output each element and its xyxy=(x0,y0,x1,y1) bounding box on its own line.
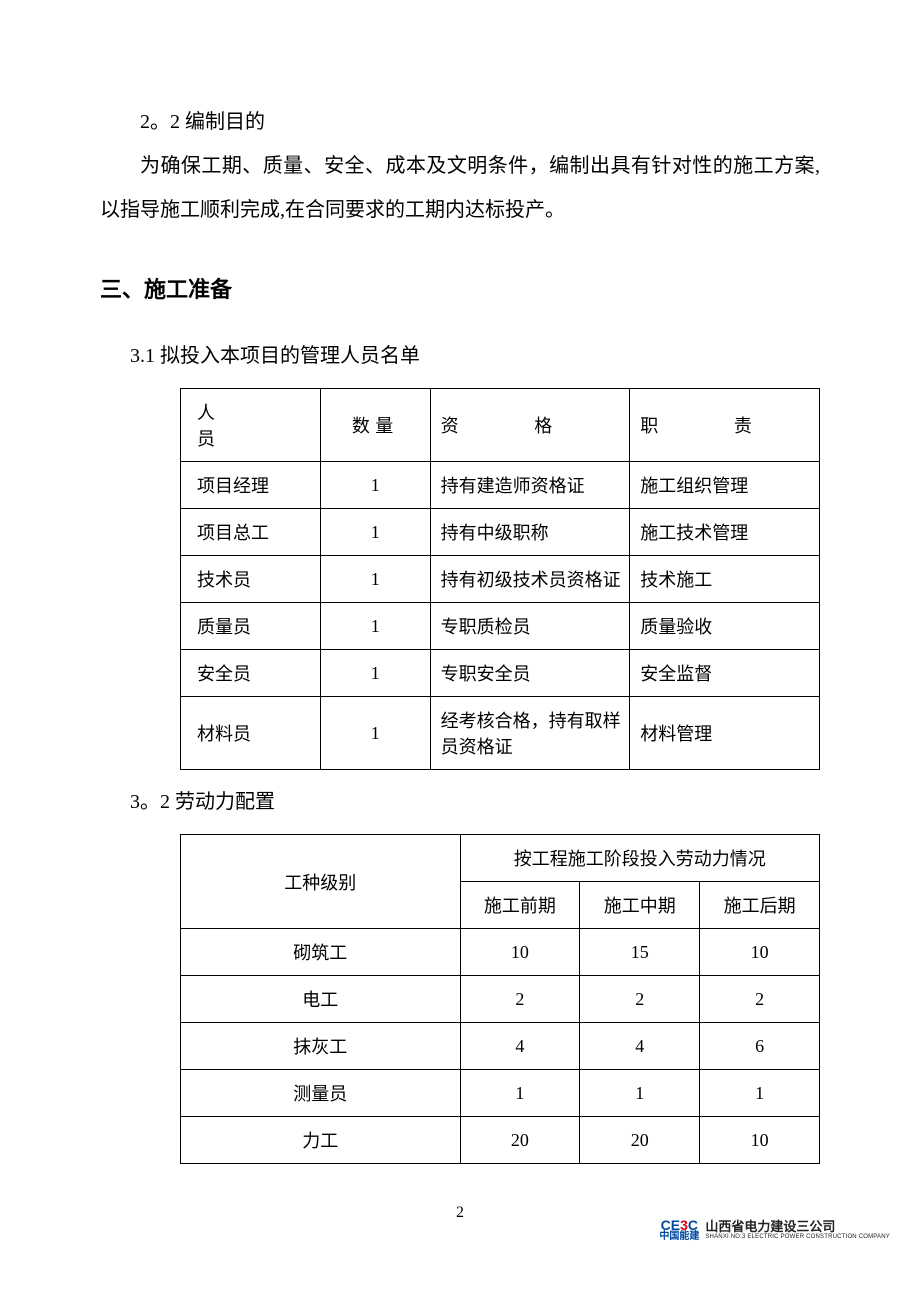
table-header: 数量 xyxy=(320,389,430,462)
company-name-en: SHANXI NO.3 ELECTRIC POWER CONSTRUCTION … xyxy=(705,1234,890,1241)
table-cell: 材料员 xyxy=(181,697,321,770)
footer-logo: CE3C 中国能建 山西省电力建设三公司 SHANXI NO.3 ELECTRI… xyxy=(659,1218,890,1242)
table-cell: 施工组织管理 xyxy=(630,462,820,509)
table-cell: 6 xyxy=(700,1023,820,1070)
table-header: 施工中期 xyxy=(580,882,700,929)
table-cell: 1 xyxy=(320,462,430,509)
table-cell: 4 xyxy=(580,1023,700,1070)
table-cell: 4 xyxy=(460,1023,580,1070)
table-cell: 1 xyxy=(320,556,430,603)
table-header: 施工后期 xyxy=(700,882,820,929)
table-cell: 砌筑工 xyxy=(181,929,461,976)
section-3-heading: 三、施工准备 xyxy=(100,272,820,304)
table-cell: 经考核合格，持有取样员资格证 xyxy=(430,697,630,770)
sub-heading-3-1: 3.1 拟投入本项目的管理人员名单 xyxy=(130,334,820,378)
table-cell: 材料管理 xyxy=(630,697,820,770)
table-cell: 10 xyxy=(700,929,820,976)
table-cell: 2 xyxy=(580,976,700,1023)
table-cell: 施工技术管理 xyxy=(630,509,820,556)
table-header-row: 人 员 数量 资 格 职 责 xyxy=(181,389,820,462)
table-cell: 15 xyxy=(580,929,700,976)
table-cell: 1 xyxy=(320,509,430,556)
table-cell: 10 xyxy=(700,1117,820,1164)
table-cell: 2 xyxy=(460,976,580,1023)
company-name-cn: 山西省电力建设三公司 xyxy=(705,1220,890,1234)
table-cell: 力工 xyxy=(181,1117,461,1164)
table-cell: 技术员 xyxy=(181,556,321,603)
table-cell: 持有中级职称 xyxy=(430,509,630,556)
table-cell: 项目经理 xyxy=(181,462,321,509)
table-row: 电工 2 2 2 xyxy=(181,976,820,1023)
table-row: 测量员 1 1 1 xyxy=(181,1070,820,1117)
table-cell: 专职质检员 xyxy=(430,603,630,650)
table-cell: 项目总工 xyxy=(181,509,321,556)
table-cell: 测量员 xyxy=(181,1070,461,1117)
table-cell: 抹灰工 xyxy=(181,1023,461,1070)
sub-heading-3-2: 3。2 劳动力配置 xyxy=(130,780,820,824)
table-cell: 持有建造师资格证 xyxy=(430,462,630,509)
table-cell: 1 xyxy=(320,603,430,650)
table-cell: 专职安全员 xyxy=(430,650,630,697)
table-row: 安全员 1 专职安全员 安全监督 xyxy=(181,650,820,697)
table-row: 力工 20 20 10 xyxy=(181,1117,820,1164)
table-cell: 1 xyxy=(700,1070,820,1117)
company-name-block: 山西省电力建设三公司 SHANXI NO.3 ELECTRIC POWER CO… xyxy=(705,1220,890,1241)
table-header: 施工前期 xyxy=(460,882,580,929)
labor-table: 工种级别 按工程施工阶段投入劳动力情况 施工前期 施工中期 施工后期 砌筑工 1… xyxy=(180,834,820,1164)
table-row: 技术员 1 持有初级技术员资格证 技术施工 xyxy=(181,556,820,603)
table-header-row: 工种级别 按工程施工阶段投入劳动力情况 xyxy=(181,835,820,882)
table-cell: 质量员 xyxy=(181,603,321,650)
logo-text: CE3C xyxy=(661,1218,698,1232)
logo-icon: CE3C 中国能建 xyxy=(659,1218,699,1242)
table-cell: 电工 xyxy=(181,976,461,1023)
table-cell: 质量验收 xyxy=(630,603,820,650)
table-cell: 技术施工 xyxy=(630,556,820,603)
table-row: 材料员 1 经考核合格，持有取样员资格证 材料管理 xyxy=(181,697,820,770)
table-header: 资 格 xyxy=(430,389,630,462)
table-header: 工种级别 xyxy=(181,835,461,929)
table-cell: 1 xyxy=(320,697,430,770)
table-cell: 安全员 xyxy=(181,650,321,697)
table-cell: 2 xyxy=(700,976,820,1023)
table-cell: 1 xyxy=(460,1070,580,1117)
table-header: 按工程施工阶段投入劳动力情况 xyxy=(460,835,820,882)
table-header: 人 员 xyxy=(181,389,321,462)
section-2-2-body: 为确保工期、质量、安全、成本及文明条件，编制出具有针对性的施工方案,以指导施工顺… xyxy=(100,144,820,232)
table-header: 职 责 xyxy=(630,389,820,462)
table-row: 质量员 1 专职质检员 质量验收 xyxy=(181,603,820,650)
table-cell: 10 xyxy=(460,929,580,976)
table-cell: 20 xyxy=(580,1117,700,1164)
page-number: 2 xyxy=(456,1204,464,1222)
table-row: 项目总工 1 持有中级职称 施工技术管理 xyxy=(181,509,820,556)
table-cell: 20 xyxy=(460,1117,580,1164)
table-cell: 安全监督 xyxy=(630,650,820,697)
table-cell: 持有初级技术员资格证 xyxy=(430,556,630,603)
table-row: 砌筑工 10 15 10 xyxy=(181,929,820,976)
table-cell: 1 xyxy=(320,650,430,697)
section-2-2-title: 2。2 编制目的 xyxy=(100,100,820,144)
table-cell: 1 xyxy=(580,1070,700,1117)
table-row: 项目经理 1 持有建造师资格证 施工组织管理 xyxy=(181,462,820,509)
personnel-table: 人 员 数量 资 格 职 责 项目经理 1 持有建造师资格证 施工组织管理 项目… xyxy=(180,388,820,770)
table-row: 抹灰工 4 4 6 xyxy=(181,1023,820,1070)
logo-subtitle: 中国能建 xyxy=(659,1232,699,1242)
